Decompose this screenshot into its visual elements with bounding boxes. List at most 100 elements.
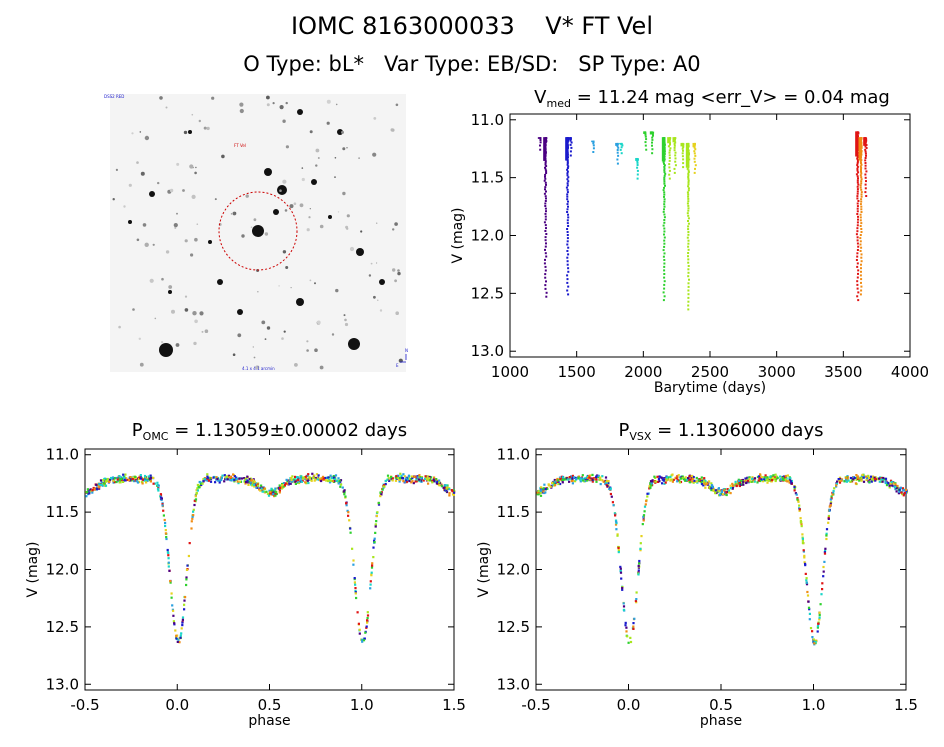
data-point (856, 224, 859, 227)
data-point (687, 172, 690, 175)
data-point (115, 480, 118, 484)
star (311, 179, 317, 185)
data-point (687, 300, 690, 303)
star (319, 365, 324, 370)
data-point (689, 481, 692, 484)
data-point (856, 287, 859, 290)
data-point (662, 224, 665, 227)
data-point (616, 534, 619, 537)
data-point (188, 542, 191, 545)
data-point (616, 145, 619, 148)
star (184, 295, 188, 298)
data-point (223, 480, 226, 483)
star (239, 102, 244, 107)
chart-title: Vmed = 11.24 mag <err_V> = 0.04 mag (534, 87, 890, 110)
data-point (669, 475, 672, 478)
data-point (821, 588, 824, 591)
data-point (544, 265, 547, 268)
data-point (396, 474, 399, 477)
data-point (297, 478, 300, 482)
data-point (150, 476, 153, 479)
data-point (703, 482, 706, 485)
data-point (304, 476, 307, 479)
data-point (825, 532, 828, 535)
data-point (805, 583, 809, 586)
data-point (687, 179, 690, 182)
data-point (382, 485, 385, 488)
data-point (659, 476, 662, 479)
star (341, 130, 344, 134)
data-point (545, 172, 548, 174)
star (139, 131, 142, 133)
data-point (584, 479, 587, 483)
data-point (365, 626, 368, 629)
data-point (567, 213, 569, 216)
data-point (443, 489, 446, 492)
star (334, 176, 336, 178)
data-point (336, 479, 339, 483)
star (239, 108, 244, 114)
data-point (682, 158, 685, 161)
data-point (857, 200, 860, 202)
data-point (284, 482, 287, 485)
data-point (668, 169, 671, 172)
data-point (748, 476, 751, 479)
data-point (860, 168, 862, 171)
data-point (374, 525, 377, 528)
data-point (825, 528, 829, 531)
data-point (394, 476, 397, 479)
data-point (566, 281, 569, 284)
data-point (244, 477, 247, 480)
star (112, 198, 115, 201)
data-point (566, 228, 569, 230)
data-point (637, 566, 640, 569)
data-point (626, 635, 629, 638)
data-point (193, 499, 196, 502)
data-point (856, 190, 859, 193)
data-point (566, 211, 569, 213)
data-point (569, 143, 572, 146)
data-point (870, 480, 873, 483)
data-point (181, 621, 184, 624)
data-point (609, 487, 612, 490)
data-point (408, 477, 411, 480)
data-point (860, 253, 863, 256)
data-point (663, 213, 666, 216)
data-point (567, 180, 570, 183)
data-point (818, 611, 821, 614)
data-point (671, 480, 674, 483)
data-point (824, 549, 827, 552)
data-point (262, 490, 265, 493)
data-point (597, 474, 600, 477)
data-point (274, 487, 277, 490)
star (309, 208, 311, 210)
data-point (314, 478, 317, 481)
data-point (663, 178, 666, 181)
data-point (838, 476, 842, 479)
data-point (635, 598, 638, 601)
data-point (686, 478, 689, 481)
star (237, 333, 242, 338)
data-point (281, 482, 284, 486)
data-point (565, 477, 568, 480)
data-point (753, 477, 757, 480)
data-point (856, 252, 859, 255)
data-point (544, 248, 546, 251)
data-point (674, 154, 677, 157)
data-point (240, 477, 243, 480)
star (289, 204, 294, 209)
data-point (289, 482, 292, 485)
data-point (152, 482, 155, 485)
data-point (624, 621, 627, 624)
data-point (384, 479, 387, 483)
data-point (642, 514, 646, 517)
data-point (693, 479, 696, 482)
data-point (673, 167, 676, 170)
data-point (856, 262, 859, 265)
data-point (280, 486, 283, 489)
data-point (338, 479, 341, 482)
data-point (199, 482, 202, 485)
data-point (614, 519, 618, 522)
data-point (418, 478, 421, 481)
data-point (414, 480, 417, 483)
